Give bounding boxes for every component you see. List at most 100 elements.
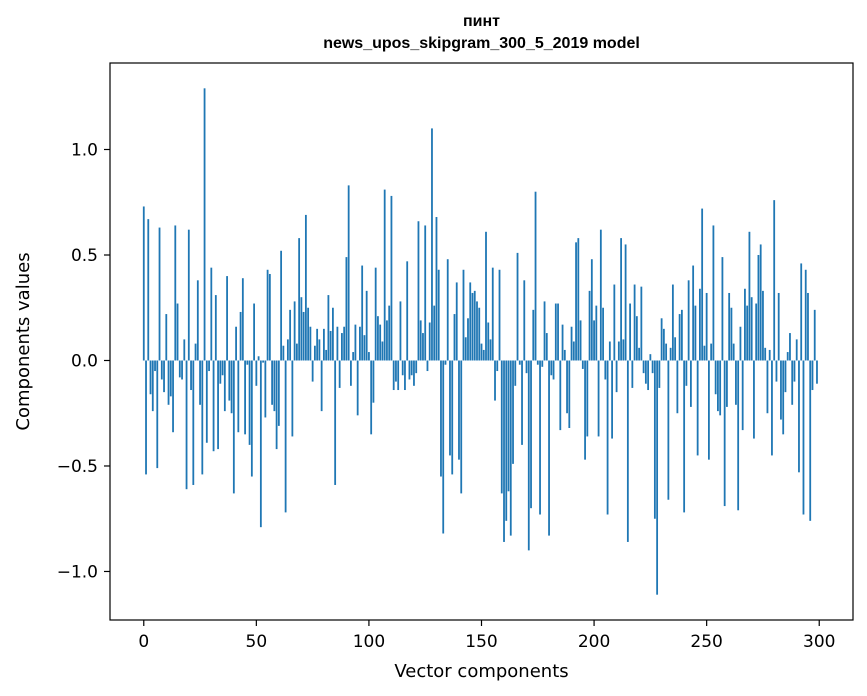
x-tick-label: 200	[578, 632, 610, 652]
bar	[669, 347, 672, 361]
bar	[789, 333, 791, 361]
bar	[813, 309, 816, 361]
bar	[262, 360, 265, 363]
bar	[485, 231, 487, 361]
bar	[415, 360, 418, 374]
bar	[208, 360, 210, 372]
bar	[746, 305, 749, 361]
bar	[325, 349, 328, 361]
bar	[221, 360, 224, 376]
bar	[435, 217, 438, 361]
bar	[590, 259, 593, 361]
bar	[726, 360, 728, 407]
bar	[518, 360, 521, 365]
bar	[424, 225, 427, 361]
bar	[516, 252, 519, 361]
bar	[442, 360, 445, 534]
bar	[802, 360, 805, 515]
bar	[327, 295, 330, 361]
bar	[784, 360, 787, 393]
bar	[284, 360, 287, 513]
bar	[644, 360, 647, 384]
bar	[212, 360, 215, 452]
bar	[239, 311, 242, 361]
bar	[735, 360, 737, 405]
bar	[552, 360, 555, 380]
bar	[151, 360, 154, 412]
bar	[311, 360, 314, 382]
bar	[154, 360, 156, 372]
bar	[685, 360, 688, 386]
bar	[277, 360, 280, 426]
bar	[241, 278, 244, 361]
bar	[541, 360, 544, 367]
bar	[771, 360, 773, 456]
bar	[381, 341, 384, 361]
bar	[309, 326, 312, 361]
bar	[244, 360, 246, 435]
bar	[665, 343, 668, 361]
bar	[386, 320, 388, 361]
bar	[494, 360, 496, 401]
bar	[352, 352, 355, 361]
bar	[379, 324, 382, 361]
bar	[295, 343, 298, 361]
bar	[187, 229, 190, 361]
bar	[280, 250, 283, 361]
bar	[680, 309, 683, 361]
bar	[599, 229, 602, 361]
bar	[219, 360, 222, 384]
bar	[739, 326, 742, 361]
bar	[777, 292, 780, 361]
bar	[291, 360, 294, 437]
bar	[232, 360, 235, 494]
bar	[178, 360, 181, 378]
bar	[460, 360, 463, 494]
bar	[723, 360, 726, 507]
bar	[147, 219, 150, 361]
bar	[167, 360, 170, 405]
bar	[444, 360, 447, 365]
y-axis-label: Components values	[13, 252, 34, 430]
bar	[489, 339, 492, 361]
bar	[478, 307, 481, 361]
bar	[347, 185, 350, 361]
bar	[536, 360, 539, 365]
bar	[419, 320, 422, 361]
bar	[158, 227, 161, 361]
bar	[617, 341, 620, 361]
bar	[775, 360, 778, 382]
bar	[174, 225, 177, 361]
bar	[595, 305, 598, 361]
bar	[557, 303, 559, 361]
bar	[750, 297, 753, 361]
bar	[145, 360, 147, 475]
bar	[545, 333, 548, 361]
bar	[397, 360, 400, 391]
bar	[505, 360, 508, 521]
bar	[354, 324, 357, 361]
bar	[248, 360, 251, 445]
bar	[507, 360, 510, 492]
bar	[176, 303, 179, 361]
bar	[377, 316, 379, 361]
bar	[807, 292, 809, 361]
bar	[458, 360, 460, 460]
bar	[638, 347, 641, 361]
bar	[467, 318, 469, 361]
bar	[588, 290, 591, 361]
bar	[363, 335, 366, 361]
bar	[658, 360, 661, 388]
bar	[469, 282, 472, 361]
bar	[223, 360, 226, 412]
bar	[390, 195, 393, 361]
x-tick-label: 300	[803, 632, 835, 652]
bar	[165, 314, 168, 361]
bar	[572, 341, 575, 361]
bar	[210, 267, 213, 361]
bar	[451, 360, 454, 475]
bar	[392, 360, 395, 391]
bar	[717, 360, 719, 412]
bar	[780, 360, 782, 420]
bar	[293, 301, 296, 361]
